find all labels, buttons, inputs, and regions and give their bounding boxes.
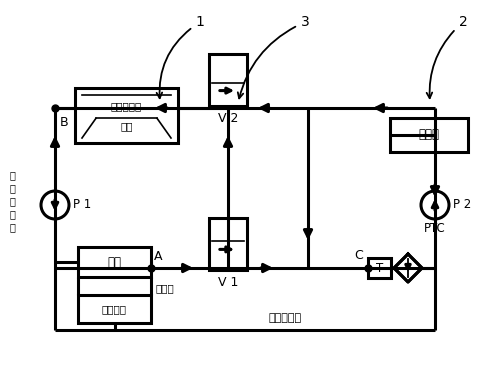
Text: V 1: V 1 — [218, 276, 238, 289]
Bar — [390, 118, 468, 152]
Text: 第: 第 — [9, 170, 15, 180]
Text: 风扇: 风扇 — [120, 121, 133, 131]
Text: 3: 3 — [238, 15, 310, 99]
Bar — [209, 54, 247, 106]
Text: 水: 水 — [9, 209, 15, 219]
Text: 膨胀水笱: 膨胀水笱 — [102, 304, 127, 314]
Text: 回: 回 — [9, 196, 15, 206]
Text: 电机: 电机 — [108, 255, 122, 269]
Text: C: C — [354, 249, 363, 262]
Text: P 2: P 2 — [453, 199, 471, 211]
Text: 第二回水管: 第二回水管 — [268, 313, 302, 323]
Polygon shape — [394, 254, 422, 282]
Circle shape — [421, 191, 449, 219]
Bar — [209, 218, 247, 270]
Text: 管: 管 — [9, 222, 15, 232]
Text: 排气管: 排气管 — [156, 283, 174, 293]
Circle shape — [41, 191, 69, 219]
Bar — [78, 295, 151, 323]
Bar — [75, 88, 178, 143]
Text: T: T — [376, 262, 383, 275]
Text: A: A — [154, 250, 162, 263]
Text: 1: 1 — [156, 15, 204, 98]
Text: V 2: V 2 — [218, 111, 238, 124]
Text: 电池笱: 电池笱 — [418, 128, 440, 141]
Text: B: B — [60, 116, 68, 129]
Text: 电机散热器: 电机散热器 — [111, 101, 142, 111]
Text: PTC: PTC — [424, 222, 446, 235]
Bar — [368, 258, 391, 278]
Text: 一: 一 — [9, 183, 15, 193]
Text: 2: 2 — [426, 15, 468, 98]
Bar — [78, 247, 151, 277]
Text: P 1: P 1 — [73, 199, 91, 211]
